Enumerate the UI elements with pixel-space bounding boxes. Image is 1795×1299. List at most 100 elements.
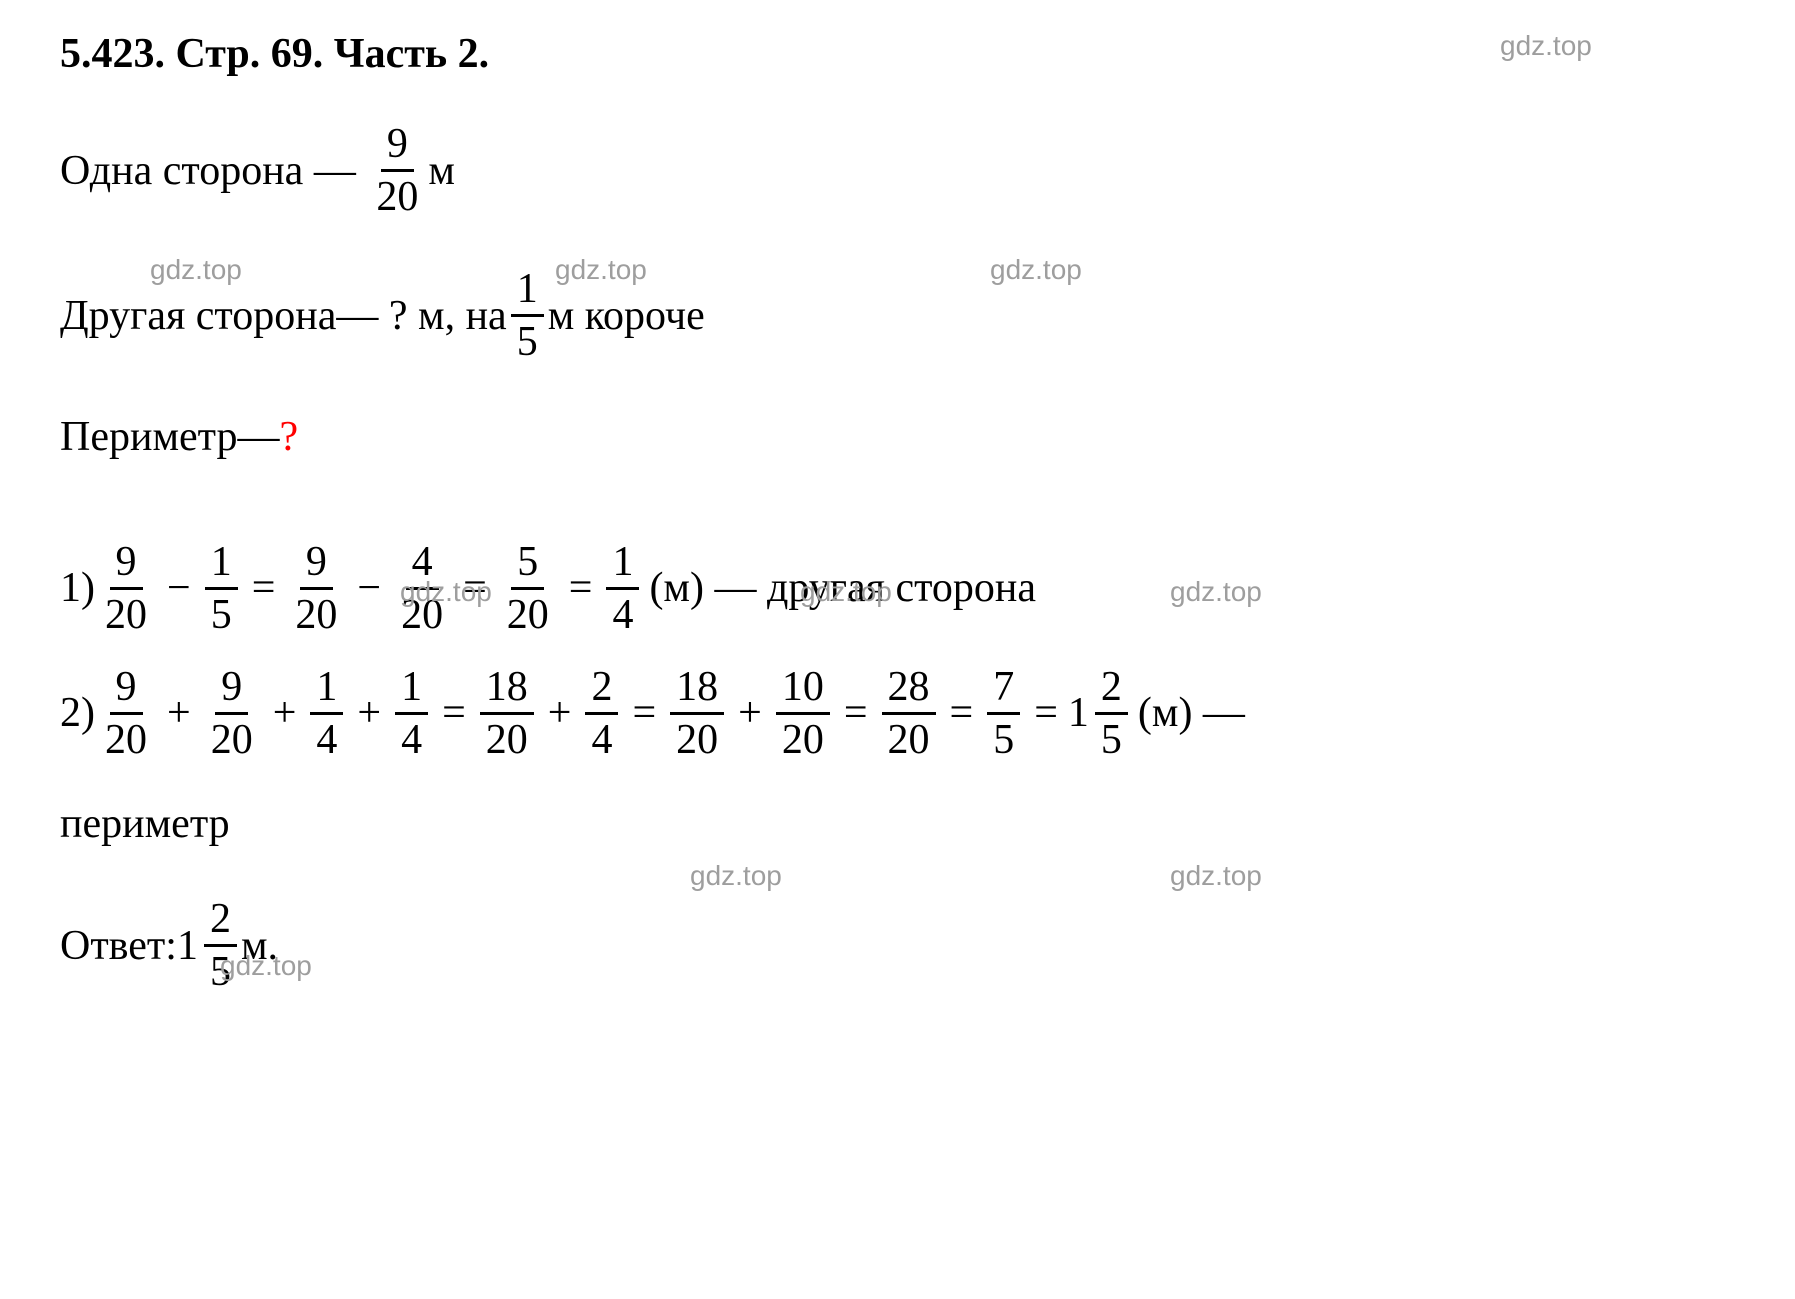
solution-step-2: 2) 9 20 + 9 20 + 1 4 + 1 4 = 18 20 + 2 4… (60, 666, 1735, 761)
whole-part: 1 (1068, 680, 1089, 747)
step-result: (м) — (1138, 680, 1245, 747)
mixed-number: 1 2 5 (1068, 666, 1132, 761)
fraction: 1 4 (606, 541, 639, 636)
fraction: 1 4 (395, 666, 428, 761)
fraction: 5 20 (501, 541, 555, 636)
numerator: 9 (215, 666, 248, 715)
equals-sign: = (844, 680, 868, 747)
watermark-text: gdz.top (1500, 30, 1592, 62)
denominator: 20 (370, 172, 424, 218)
answer-label: Ответ: (60, 922, 177, 970)
equals-sign: = (442, 680, 466, 747)
denominator: 4 (395, 715, 428, 761)
numerator: 5 (511, 541, 544, 590)
fraction: 9 20 (99, 541, 153, 636)
numerator: 2 (1095, 666, 1128, 715)
plus-sign: + (273, 680, 297, 747)
equals-sign: = (1034, 680, 1058, 747)
watermark-text: gdz.top (800, 576, 892, 608)
step-result-cont: периметр (60, 791, 230, 858)
numerator: 2 (204, 898, 237, 947)
numerator: 18 (670, 666, 724, 715)
fraction: 1 5 (511, 268, 544, 363)
step-label: 2) (60, 680, 95, 747)
numerator: 9 (110, 541, 143, 590)
numerator: 9 (110, 666, 143, 715)
minus-sign: − (167, 555, 191, 622)
given-line-2: Другая сторона— ? м, на 1 5 м короче (60, 268, 1735, 363)
fraction: 18 20 (480, 666, 534, 761)
numerator: 18 (480, 666, 534, 715)
denominator: 20 (480, 715, 534, 761)
numerator: 10 (776, 666, 830, 715)
unit-text: м (428, 147, 455, 195)
numerator: 1 (310, 666, 343, 715)
fraction: 9 20 (289, 541, 343, 636)
given-text: Другая сторона— ? м, на (60, 292, 507, 340)
numerator: 2 (585, 666, 618, 715)
fraction: 2 4 (585, 666, 618, 761)
fraction: 9 20 (99, 666, 153, 761)
plus-sign: + (548, 680, 572, 747)
equals-sign: = (252, 555, 276, 622)
denominator: 4 (585, 715, 618, 761)
watermark-text: gdz.top (220, 950, 312, 982)
fraction: 1 4 (310, 666, 343, 761)
denominator: 4 (310, 715, 343, 761)
problem-header: 5.423. Стр. 69. Часть 2. (60, 30, 1735, 78)
given-line-1: Одна сторона — 9 20 м (60, 123, 1735, 218)
equals-sign: = (569, 555, 593, 622)
equals-sign: = (632, 680, 656, 747)
solution-step-1: 1) 9 20 − 1 5 = 9 20 − 4 20 = 5 20 = 1 4… (60, 541, 1735, 636)
numerator: 1 (395, 666, 428, 715)
denominator: 5 (987, 715, 1020, 761)
denominator: 20 (501, 590, 555, 636)
step-label: 1) (60, 555, 95, 622)
fraction: 9 20 (370, 123, 424, 218)
watermark-text: gdz.top (150, 254, 242, 286)
denominator: 4 (606, 590, 639, 636)
watermark-text: gdz.top (990, 254, 1082, 286)
numerator: 1 (606, 541, 639, 590)
given-text: м короче (548, 292, 705, 340)
given-text: Периметр— (60, 413, 280, 461)
numerator: 28 (882, 666, 936, 715)
fraction: 7 5 (987, 666, 1020, 761)
numerator: 1 (205, 541, 238, 590)
numerator: 1 (511, 268, 544, 317)
denominator: 20 (670, 715, 724, 761)
numerator: 9 (381, 123, 414, 172)
fraction: 2 5 (1095, 666, 1128, 761)
denominator: 5 (205, 590, 238, 636)
solution-step-2-cont: периметр (60, 791, 1735, 858)
question-mark: ? (280, 413, 299, 461)
watermark-text: gdz.top (1170, 860, 1262, 892)
denominator: 5 (1095, 715, 1128, 761)
denominator: 5 (511, 317, 544, 363)
denominator: 20 (289, 590, 343, 636)
fraction: 9 20 (205, 666, 259, 761)
fraction: 28 20 (882, 666, 936, 761)
fraction: 10 20 (776, 666, 830, 761)
given-text: Одна сторона — (60, 147, 356, 195)
denominator: 20 (99, 715, 153, 761)
denominator: 20 (205, 715, 259, 761)
plus-sign: + (167, 680, 191, 747)
minus-sign: − (357, 555, 381, 622)
denominator: 20 (99, 590, 153, 636)
numerator: 9 (300, 541, 333, 590)
plus-sign: + (738, 680, 762, 747)
whole-part: 1 (177, 922, 198, 970)
watermark-text: gdz.top (690, 860, 782, 892)
given-line-3: Периметр— ? (60, 413, 1735, 461)
fraction: 18 20 (670, 666, 724, 761)
watermark-text: gdz.top (555, 254, 647, 286)
plus-sign: + (357, 680, 381, 747)
watermark-text: gdz.top (1170, 576, 1262, 608)
denominator: 20 (776, 715, 830, 761)
fraction: 1 5 (205, 541, 238, 636)
denominator: 20 (882, 715, 936, 761)
numerator: 7 (987, 666, 1020, 715)
equals-sign: = (950, 680, 974, 747)
watermark-text: gdz.top (400, 576, 492, 608)
